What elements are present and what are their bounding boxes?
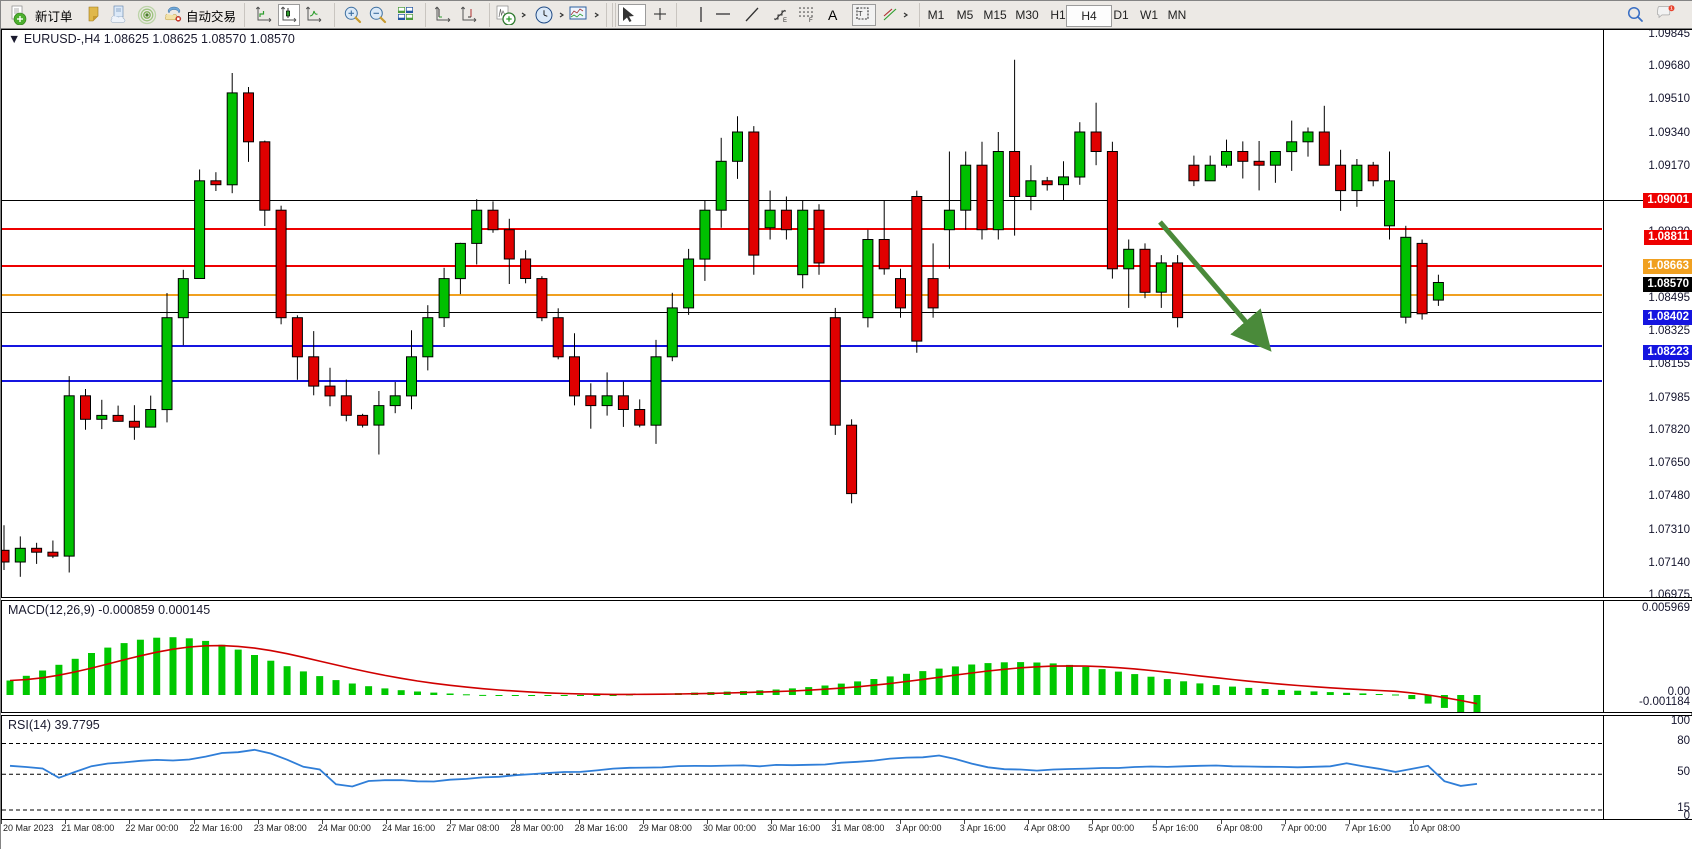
svg-text:F: F (809, 18, 813, 24)
svg-text:T: T (858, 9, 863, 18)
svg-text:E: E (783, 18, 787, 24)
